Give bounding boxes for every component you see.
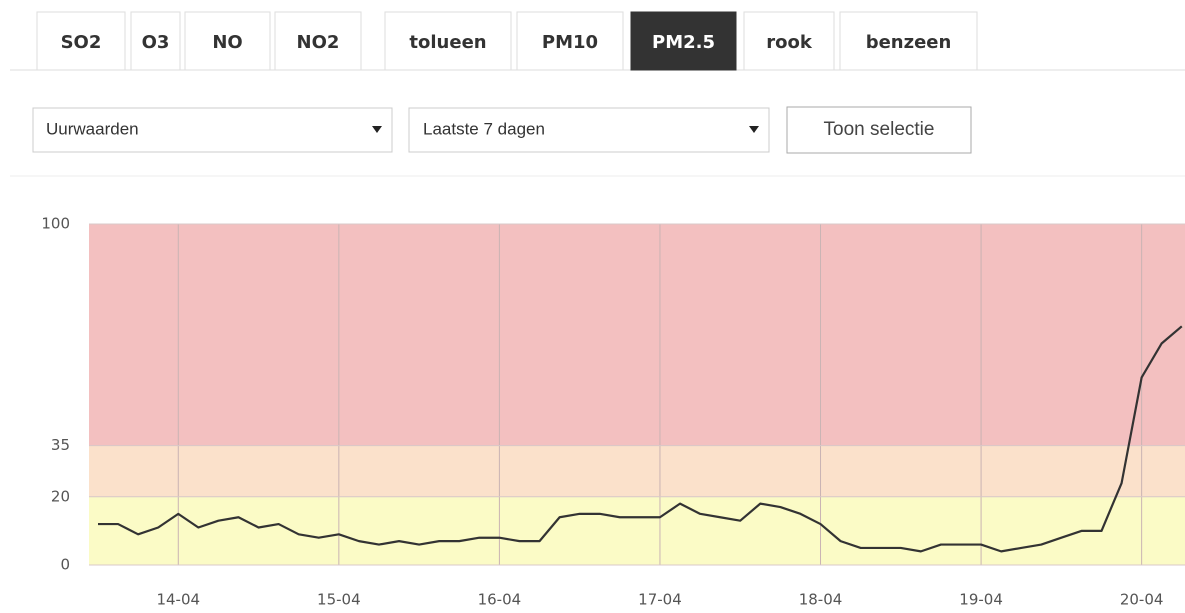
tab-bar: SO2 O3 NO NO2 tolueen PM10 PM2.5 rook benzeen: [36, 11, 978, 71]
x-tick-label: 14-04: [156, 591, 200, 609]
select-text: Uurwaarden: [46, 119, 139, 138]
data-line: [98, 325, 1183, 553]
tab[interactable]: [516, 11, 624, 71]
axes: 14-04 15-04 16-04 17-04 18-04 19-04 20-04 0 20 35…: [41, 215, 1163, 609]
tab[interactable]: [184, 11, 271, 71]
tab-label: SO2: [61, 32, 102, 53]
select-arrow: [749, 126, 759, 133]
x-tick-label: 17-04: [638, 591, 682, 609]
show-button[interactable]: [786, 106, 972, 154]
tab[interactable]: [274, 11, 362, 71]
tab[interactable]: [36, 11, 126, 71]
x-tick-label: 16-04: [478, 591, 522, 609]
x-tick-label: 15-04: [317, 591, 361, 609]
select-arrow: [372, 126, 382, 133]
band: [89, 445, 1185, 497]
tab[interactable]: [839, 11, 978, 71]
y-tick-label: 0: [60, 556, 70, 574]
tab[interactable]: [630, 11, 737, 71]
tab-label: rook: [766, 32, 813, 53]
x-tick-label: 18-04: [799, 591, 843, 609]
tab-label: benzeen: [866, 32, 952, 53]
y-tick-label: 20: [51, 487, 70, 505]
x-tick-label: 20-04: [1120, 591, 1164, 609]
tab[interactable]: [130, 11, 181, 71]
tab-label: PM10: [542, 32, 598, 53]
button-text: Toon selectie: [824, 119, 935, 140]
tab-label: O3: [142, 32, 170, 53]
band: [89, 496, 1185, 565]
plot-area: [89, 223, 1185, 566]
select-period-type[interactable]: [32, 107, 393, 153]
y-tick-label: 100: [41, 215, 70, 233]
tab-label: PM2.5: [652, 32, 715, 53]
tab-label: NO2: [297, 32, 340, 53]
select-text: Laatste 7 dagen: [423, 119, 545, 138]
tab[interactable]: [743, 11, 835, 71]
band: [89, 224, 1185, 446]
tab-label: tolueen: [409, 32, 486, 53]
tab[interactable]: [384, 11, 512, 71]
select-period[interactable]: [408, 107, 770, 153]
y-tick-label: 35: [51, 436, 70, 454]
x-tick-label: 19-04: [959, 591, 1003, 609]
tab-label: NO: [212, 32, 242, 53]
